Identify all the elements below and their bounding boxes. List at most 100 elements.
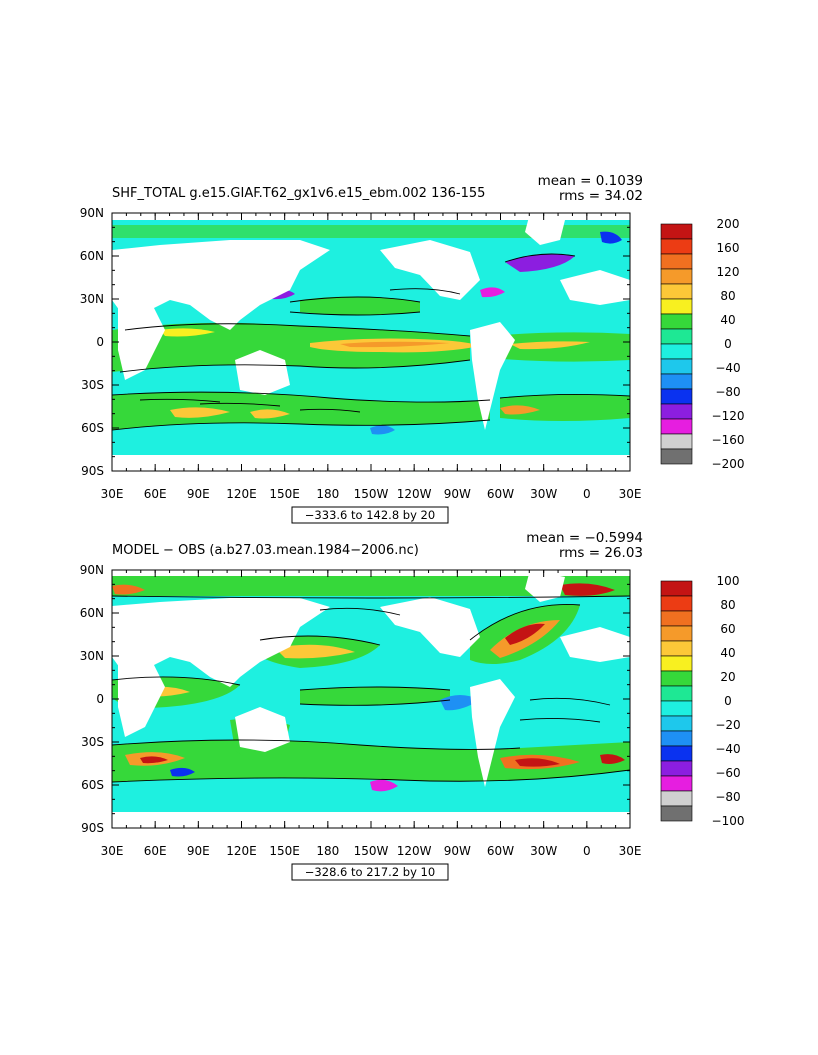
map-field: [112, 570, 630, 828]
lon-tick-label: 120W: [397, 487, 432, 501]
lon-tick-label: 150E: [269, 844, 300, 858]
mean-value: mean = −0.5994: [526, 530, 643, 546]
colorbar-label: 80: [720, 598, 735, 612]
lat-tick-label: 30S: [81, 378, 104, 392]
lon-tick-label: 30W: [530, 844, 557, 858]
lat-tick-label: 30N: [80, 649, 104, 663]
colorbar-swatch: [660, 715, 693, 732]
lon-tick-label: 120W: [397, 844, 432, 858]
lon-tick-label: 60W: [487, 844, 514, 858]
lon-tick-label: 30E: [101, 844, 124, 858]
colorbar-swatch: [660, 775, 693, 792]
lon-tick-label: 180: [316, 487, 339, 501]
colorbar-swatch: [660, 625, 693, 642]
colorbar-swatch: [660, 595, 693, 612]
colorbar-label: 200: [717, 217, 740, 231]
colorbar-label: −120: [712, 409, 745, 423]
colorbar-label: −100: [712, 814, 745, 828]
panel-title: SHF_TOTAL g.e15.GIAF.T62_gx1v6.e15_ebm.0…: [112, 186, 485, 201]
lon-tick-label: 30W: [530, 487, 557, 501]
colorbar-swatch: [660, 730, 693, 747]
lon-tick-label: 30E: [619, 487, 642, 501]
colorbar-swatch: [660, 640, 693, 657]
colorbar-swatch: [660, 358, 693, 375]
colorbar-swatch: [660, 268, 693, 285]
colorbar-swatch: [660, 223, 693, 240]
lon-tick-label: 150E: [269, 487, 300, 501]
lon-tick-label: 150W: [354, 487, 389, 501]
lon-tick-label: 90E: [187, 844, 210, 858]
colorbar-label: 120: [717, 265, 740, 279]
lon-tick-label: 90W: [444, 487, 471, 501]
lon-tick-label: 30E: [101, 487, 124, 501]
lon-tick-label: 60E: [144, 844, 167, 858]
colorbar-label: 60: [720, 622, 735, 636]
map-field: [112, 213, 630, 471]
colorbar-swatch: [660, 610, 693, 627]
colorbar-label: 100: [717, 574, 740, 588]
colorbar-label: −60: [715, 766, 740, 780]
colorbar-label: −40: [715, 361, 740, 375]
lon-tick-label: 0: [583, 844, 591, 858]
colorbar-label: 0: [724, 694, 732, 708]
lat-tick-label: 90N: [80, 563, 104, 577]
colorbar-label: 40: [720, 313, 735, 327]
panel-model-minus-obs: MODEL − OBS (a.b27.03.mean.1984−2006.nc)…: [80, 530, 745, 881]
colorbar: 200 160 120 80 40 0 −40 −80 −120 −160 −200: [660, 217, 745, 471]
rms-value: rms = 34.02: [559, 188, 643, 204]
colorbar-label: 20: [720, 670, 735, 684]
colorbar-swatch: [660, 238, 693, 255]
lat-tick-label: 90S: [81, 821, 104, 835]
colorbar-label: −200: [712, 457, 745, 471]
lon-tick-label: 60E: [144, 487, 167, 501]
rms-value: rms = 26.03: [559, 545, 643, 561]
colorbar-label: −80: [715, 385, 740, 399]
lat-tick-label: 90N: [80, 206, 104, 220]
lat-tick-label: 60S: [81, 778, 104, 792]
lon-tick-label: 120E: [226, 844, 257, 858]
colorbar-swatch: [660, 580, 693, 597]
lat-tick-label: 0: [96, 335, 104, 349]
contour-range-label: −328.6 to 217.2 by 10: [305, 865, 435, 879]
colorbar-swatch: [660, 448, 693, 465]
contour-range-label: −333.6 to 142.8 by 20: [305, 508, 435, 522]
panel-title: MODEL − OBS (a.b27.03.mean.1984−2006.nc): [112, 543, 419, 558]
colorbar-swatch: [660, 790, 693, 807]
lon-tick-label: 120E: [226, 487, 257, 501]
lat-tick-label: 60N: [80, 249, 104, 263]
colorbar-label: 40: [720, 646, 735, 660]
lon-tick-label: 180: [316, 844, 339, 858]
colorbar-swatch: [660, 655, 693, 672]
colorbar-swatch: [660, 670, 693, 687]
colorbar-label: −80: [715, 790, 740, 804]
colorbar-label: 160: [717, 241, 740, 255]
colorbar: 100 80 60 40 20 0 −20 −40 −60 −80 −100: [660, 574, 745, 828]
lat-tick-label: 60N: [80, 606, 104, 620]
contours: [112, 595, 630, 783]
lon-tick-label: 90E: [187, 487, 210, 501]
colorbar-swatch: [660, 343, 693, 360]
colorbar-swatch: [660, 745, 693, 762]
contours: [112, 253, 630, 431]
lon-tick-label: 60W: [487, 487, 514, 501]
mean-value: mean = 0.1039: [538, 173, 643, 189]
lat-tick-label: 90S: [81, 464, 104, 478]
colorbar-swatch: [660, 700, 693, 717]
colorbar-swatch: [660, 253, 693, 270]
colorbar-swatch: [660, 760, 693, 777]
panel-shf-total: SHF_TOTAL g.e15.GIAF.T62_gx1v6.e15_ebm.0…: [80, 173, 745, 524]
colorbar-swatch: [660, 805, 693, 822]
colorbar-swatch: [660, 685, 693, 702]
colorbar-swatch: [660, 313, 693, 330]
lat-tick-label: 60S: [81, 421, 104, 435]
colorbar-label: −40: [715, 742, 740, 756]
colorbar-swatch: [660, 433, 693, 450]
colorbar-swatch: [660, 298, 693, 315]
lat-tick-label: 0: [96, 692, 104, 706]
lon-tick-label: 90W: [444, 844, 471, 858]
colorbar-label: −160: [712, 433, 745, 447]
lon-tick-label: 0: [583, 487, 591, 501]
colorbar-swatch: [660, 403, 693, 420]
colorbar-swatch: [660, 328, 693, 345]
